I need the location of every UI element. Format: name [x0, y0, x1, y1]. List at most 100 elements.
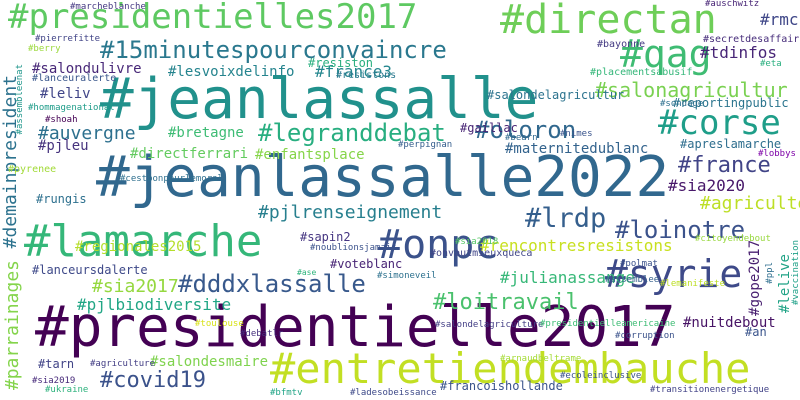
word-loinotre: #loinotre [615, 216, 746, 244]
word-gaillac: #gaillac [460, 121, 518, 135]
word-rencontresresistons: #rencontresresistons [480, 236, 673, 255]
word-presidentielleamericaine: #presidentielleamericaine [540, 319, 676, 329]
word-pjlrenseignement: #pjlrenseignement [258, 202, 443, 223]
word-arnaudbeltrame: #arnaudbeltrame [500, 354, 582, 364]
word-polmat: #polmat [620, 259, 658, 269]
word-salonagricultur: #salonagricultur [595, 78, 788, 102]
word-julianassange: #julianassange [500, 268, 635, 287]
word-toulouse: #toulouse [195, 319, 244, 329]
word-agriculteur: #agriculteur [700, 193, 800, 214]
word-presidentielle2017: #presidentielle2017 [35, 295, 676, 360]
word-resistons: #resistons [336, 70, 397, 81]
word-lanceuralerte: #lanceuralerte [32, 73, 117, 84]
word-cestbonpourlemoral: #cestbonpourlemoral [120, 174, 223, 184]
word-jeanlassalle2022: #jeanlassalle2022 [96, 145, 670, 210]
word-sia2017: #sia2017 [92, 276, 179, 297]
word-salondesmaire: #salondesmaire [150, 354, 269, 370]
word-parrainages: #parrainages [2, 260, 23, 391]
word-regionales2015: #regionales2015 [75, 239, 202, 255]
word-auschwitz: #auschwitz [705, 0, 760, 9]
word-vaccination: #vaccination [791, 240, 800, 306]
word-ukraine: #ukraine [45, 385, 89, 395]
word-dddxlassalle: #dddxlassalle [178, 270, 366, 298]
word-reportingpublic: #reportingpublic [673, 96, 789, 110]
word-covid19: #covid19 [100, 368, 206, 393]
word-resiston: #resiston [308, 56, 374, 70]
word-sia2018: #sia2018 [455, 237, 499, 247]
word-syrie: #syrie [605, 252, 743, 296]
word-sia2020: #sia2020 [668, 176, 746, 195]
word-berry: #berry [28, 44, 61, 54]
word-assemblee: #assemblee [605, 275, 660, 285]
word-leliv: #leliv [40, 86, 91, 102]
word-ppl: #ppl [765, 262, 775, 284]
word-voteblanc: #voteblanc [330, 257, 403, 271]
word-jeanlassalle: #jeanlassalle [100, 67, 539, 132]
word-pjlbiodiversite: #pjlbiodiversite [77, 295, 232, 314]
word-sia2019: #sia2019 [32, 376, 76, 386]
word-simoneveil: #simoneveil [377, 271, 437, 281]
word-salondulivre: #salondulivre [32, 61, 142, 77]
word-lanceursdalerte: #lanceursdalerte [32, 263, 148, 277]
word-onpc: #onpc [378, 222, 499, 268]
word-francoishollande: #francoishollande [440, 379, 563, 393]
word-citoyendebout: #citoyendebout [695, 234, 771, 244]
word-bfmtv: #bfmtv [270, 388, 303, 398]
word-ecoleinclusive: #ecoleinclusive [560, 371, 642, 381]
word-hommagenational: #hommagenational [28, 103, 115, 113]
word-qag: #qag [620, 32, 712, 76]
word-auvergne: #auvergne [38, 123, 136, 144]
word-rungis: #rungis [36, 192, 87, 206]
word-salondelagricultur: #salondelagricultur [487, 88, 625, 102]
word-sondage: #sondage [660, 99, 704, 109]
word-pyrenee: #pyrenee [8, 164, 57, 175]
word-marcheblanche: #marcheblanche [70, 2, 146, 12]
word-lobbys: #lobbys [758, 149, 796, 159]
word-rmc: #rmc [760, 10, 799, 29]
word-agriculture: #agriculture [90, 359, 156, 369]
word-secretdesaffaire: #secretdesaffaire [703, 34, 800, 45]
word-entretiendembauche: #entretiendembauche [270, 344, 751, 393]
word-loitravail: #loitravail [433, 290, 579, 315]
word-bretagne: #bretagne [168, 125, 244, 141]
word-legranddebat: #legranddebat [258, 119, 446, 147]
word-lesvoixdelinfo: #lesvoixdelinfo [168, 64, 295, 80]
word-lrdp: #lrdp [525, 203, 607, 234]
word-sapin2: #sapin2 [300, 230, 351, 244]
word-nuitdebout: #nuitdebout [683, 315, 776, 331]
word-noublionsjamais: #noublionsjamais [310, 243, 397, 253]
word-eta: #eta [760, 59, 782, 69]
word-tarn: #tarn [38, 357, 75, 371]
word-enfantsplace: #enfantsplace [255, 147, 365, 163]
word-shoah: #shoah [45, 115, 78, 125]
word-ase: #ase [297, 268, 317, 277]
word-gope2017: #gope2017 [747, 240, 763, 316]
word-ladesobeissance: #ladesobeissance [350, 388, 437, 398]
word-france: #france [678, 153, 771, 178]
word-directan: #directan [500, 0, 717, 43]
word-corruption: #corruption [615, 331, 675, 341]
word-lamarche: #lamarche [24, 216, 263, 267]
word-transitionenergetique: #transitionenergetique [650, 385, 770, 395]
word-france3: #france3 [315, 62, 393, 81]
word-bearn: #bearn [505, 133, 538, 143]
word-nimes: #nimes [560, 129, 593, 139]
word-oloron: #oloron [475, 116, 577, 144]
word-corse: #corse [658, 103, 781, 143]
word-salondelagriculture: #salondelagriculture [435, 320, 544, 330]
word-15minutespourconvaincre: #15minutespourconvaincre [100, 36, 447, 64]
word-assembleenat: #assembleenat [15, 64, 25, 135]
word-tdinfos: #tdinfos [700, 43, 778, 62]
word-apreslamarche: #apreslamarche [680, 137, 782, 151]
word-directferrari: #directferrari [130, 146, 249, 162]
word-lelive: #lelive [777, 254, 793, 314]
word-an: #an [745, 325, 767, 339]
word-pierrefitte: #pierrefitte [35, 34, 101, 44]
word-perpignan: #perpignan [398, 140, 453, 150]
word-debatlr: #debatlr [240, 329, 284, 339]
word-placementsabusif: #placementsabusif [590, 67, 693, 78]
word-presidentielles2017: #presidentielles2017 [8, 0, 418, 37]
word-maternitedublanc: #maternitedublanc [505, 141, 649, 157]
word-onvautmieuxqueca: #onvautmieuxqueca [430, 248, 533, 259]
